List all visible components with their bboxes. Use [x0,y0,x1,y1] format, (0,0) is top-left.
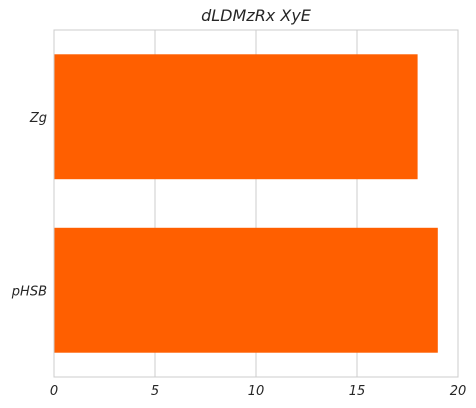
x-tick-label: 15 [349,384,366,399]
bar-zg [54,54,418,180]
x-tick-label: 0 [50,384,58,399]
x-tick-label: 20 [450,384,467,399]
bar-phsb [54,227,438,353]
x-tick-label: 5 [151,384,159,399]
y-tick-label: pHSB [11,284,47,299]
y-axis-ticks: Zg pHSB [11,111,47,300]
x-tick-label: 10 [248,384,265,399]
chart-title: dLDMzRx XyE [201,6,312,25]
x-axis-ticks: 0 5 10 15 20 [50,384,466,399]
plot-frame [53,29,459,378]
y-tick-label: Zg [29,111,47,126]
bars [54,54,438,353]
